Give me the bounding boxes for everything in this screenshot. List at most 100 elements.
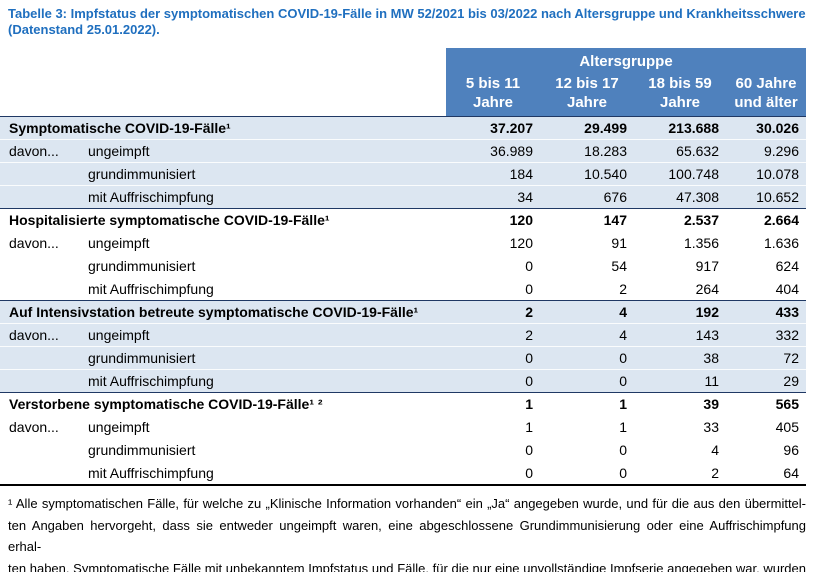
cell-value: 64	[726, 461, 806, 485]
data-row: grundimmunisiert 0 54 917 624	[0, 254, 806, 278]
impfstatus-table: Symptomatische COVID-19-Fälle¹ 37.207 29.4…	[0, 116, 806, 486]
cell-value: 405	[726, 415, 806, 439]
cell-value: 120	[446, 231, 540, 255]
table-caption: Tabelle 3: Impfstatus der symptomatische…	[8, 6, 815, 38]
cell-value: 213.688	[634, 116, 726, 140]
data-row: davon... ungeimpft 120 91 1.356 1.636	[0, 231, 806, 255]
section-label: Hospitalisierte symptomatische COVID-19-…	[0, 208, 446, 232]
row-label: mit Auffrischimpfung	[0, 185, 446, 209]
impfstatus-label: ungeimpft	[88, 235, 150, 251]
row-label: davon... ungeimpft	[0, 323, 446, 347]
cell-value: 143	[634, 323, 726, 347]
column-headers: 5 bis 11 Jahre 12 bis 17 Jahre 18 bis 59 Jahr…	[446, 72, 806, 112]
cell-value: 147	[540, 208, 634, 232]
cell-value: 18.283	[540, 139, 634, 163]
cell-value: 0	[446, 346, 540, 370]
cell-value: 4	[540, 300, 634, 324]
impfstatus-label: grundimmunisiert	[88, 442, 196, 458]
cell-value: 37.207	[446, 116, 540, 140]
data-row: mit Auffrischimpfung 34 676 47.308 10.652	[0, 185, 806, 209]
cell-value: 100.748	[634, 162, 726, 186]
table-caption-line1: Tabelle 3: Impfstatus der symptomatische…	[8, 6, 806, 21]
table-caption-line2: (Datenstand 25.01.2022).	[8, 22, 160, 37]
cell-value: 38	[634, 346, 726, 370]
davon-prefix: davon...	[9, 327, 59, 343]
davon-prefix: davon...	[9, 235, 59, 251]
cell-value: 0	[540, 438, 634, 462]
row-label: davon... ungeimpft	[0, 415, 446, 439]
impfstatus-label: mit Auffrischimpfung	[88, 189, 214, 205]
cell-value: 332	[726, 323, 806, 347]
data-row: mit Auffrischimpfung 0 0 11 29	[0, 369, 806, 393]
data-row: davon... ungeimpft 36.989 18.283 65.632 9.296	[0, 139, 806, 163]
row-label: grundimmunisiert	[0, 346, 446, 370]
impfstatus-label: grundimmunisiert	[88, 350, 196, 366]
row-label: mit Auffrischimpfung	[0, 461, 446, 485]
cell-value: 1.356	[634, 231, 726, 255]
cell-value: 29	[726, 369, 806, 393]
impfstatus-label: mit Auffrischimpfung	[88, 373, 214, 389]
data-row: mit Auffrischimpfung 0 0 2 64	[0, 461, 806, 485]
row-label: mit Auffrischimpfung	[0, 277, 446, 301]
column-header-2: 12 bis 17 Jahre	[555, 75, 619, 111]
row-label: grundimmunisiert	[0, 162, 446, 186]
row-label: davon... ungeimpft	[0, 139, 446, 163]
cell-value: 10.652	[726, 185, 806, 209]
cell-value: 1	[540, 392, 634, 416]
cell-value: 39	[634, 392, 726, 416]
table-header: Altersgruppe 5 bis 11 Jahre 12 bis 17 Jahre…	[0, 48, 815, 116]
cell-value: 65.632	[634, 139, 726, 163]
cell-value: 0	[446, 461, 540, 485]
cell-value: 4	[634, 438, 726, 462]
data-row: mit Auffrischimpfung 0 2 264 404	[0, 277, 806, 301]
cell-value: 30.026	[726, 116, 806, 140]
section-header-row: Hospitalisierte symptomatische COVID-19-…	[0, 208, 806, 232]
footnote-line-3: ten haben. Symptomatische Fälle mit unbe…	[8, 560, 806, 572]
cell-value: 36.989	[446, 139, 540, 163]
cell-value: 120	[446, 208, 540, 232]
cell-value: 676	[540, 185, 634, 209]
cell-value: 1	[446, 392, 540, 416]
cell-value: 9.296	[726, 139, 806, 163]
section-header-row: Auf Intensivstation betreute symptomatis…	[0, 300, 806, 324]
cell-value: 0	[446, 438, 540, 462]
cell-value: 2	[446, 323, 540, 347]
data-row: davon... ungeimpft 1 1 33 405	[0, 415, 806, 439]
cell-value: 264	[634, 277, 726, 301]
section-label: Auf Intensivstation betreute symptomatis…	[0, 300, 446, 324]
section-header-row: Symptomatische COVID-19-Fälle¹ 37.207 29.4…	[0, 116, 806, 140]
footnote-line-2: ten Angaben hervorgeht, dass sie entwede…	[8, 517, 806, 555]
impfstatus-label: mit Auffrischimpfung	[88, 465, 214, 481]
row-label: davon... ungeimpft	[0, 231, 446, 255]
impfstatus-label: grundimmunisiert	[88, 166, 196, 182]
cell-value: 2	[540, 277, 634, 301]
cell-value: 0	[540, 369, 634, 393]
footnote-line-1: ¹ Alle symptomatischen Fälle, für welche…	[8, 496, 806, 511]
column-header-4: 60 Jahre und älter	[734, 75, 798, 111]
cell-value: 0	[540, 346, 634, 370]
cell-value: 2.664	[726, 208, 806, 232]
cell-value: 1.636	[726, 231, 806, 255]
cell-value: 624	[726, 254, 806, 278]
cell-value: 0	[446, 369, 540, 393]
section-header-row: Verstorbene symptomatische COVID-19-Fäll…	[0, 392, 806, 416]
data-row: grundimmunisiert 0 0 4 96	[0, 438, 806, 462]
impfstatus-label: grundimmunisiert	[88, 258, 196, 274]
header-spacer	[0, 48, 446, 116]
data-row: grundimmunisiert 0 0 38 72	[0, 346, 806, 370]
cell-value: 433	[726, 300, 806, 324]
data-row: grundimmunisiert 184 10.540 100.748 10.078	[0, 162, 806, 186]
cell-value: 2.537	[634, 208, 726, 232]
cell-value: 917	[634, 254, 726, 278]
cell-value: 11	[634, 369, 726, 393]
cell-value: 1	[540, 415, 634, 439]
column-header-3: 18 bis 59 Jahre	[648, 75, 712, 111]
column-header-1: 5 bis 11 Jahre	[465, 75, 521, 111]
section-label: Verstorbene symptomatische COVID-19-Fäll…	[0, 392, 446, 416]
davon-prefix: davon...	[9, 419, 59, 435]
impfstatus-label: ungeimpft	[88, 143, 150, 159]
cell-value: 184	[446, 162, 540, 186]
row-label: mit Auffrischimpfung	[0, 369, 446, 393]
section-label: Symptomatische COVID-19-Fälle¹	[0, 116, 446, 140]
cell-value: 2	[446, 300, 540, 324]
